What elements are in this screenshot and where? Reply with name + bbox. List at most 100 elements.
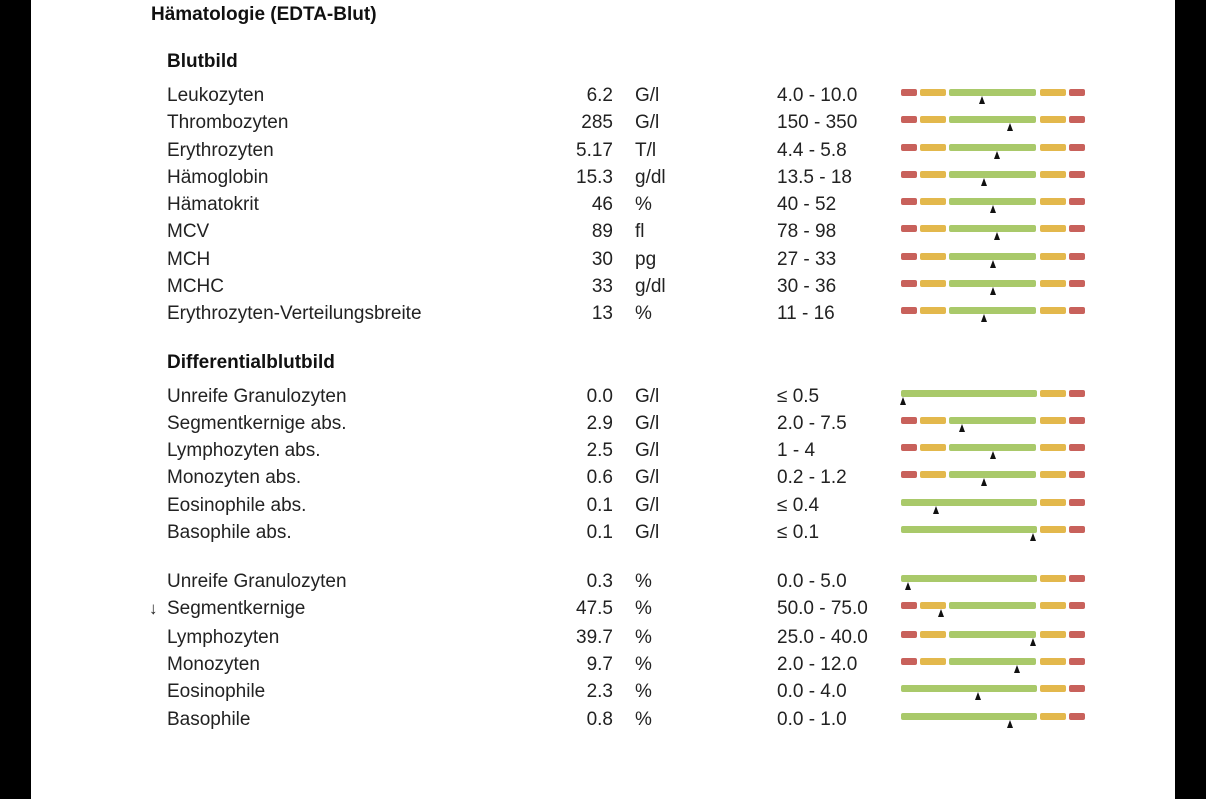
value-marker-icon (899, 397, 906, 405)
range-indicator-bar (901, 499, 1085, 515)
result-row: Erythrozyten-Verteilungsbreite 13% 11 - 16 (31, 301, 1175, 327)
analyte-name: Erythrozyten-Verteilungsbreite (167, 303, 422, 324)
result-row: Hämatokrit 46% 40 - 52 (31, 192, 1175, 218)
result-row: Hämoglobin 15.3 g/dl 13.5 - 18 (31, 165, 1175, 191)
range-indicator-bar (901, 713, 1085, 729)
range-segment-critical (1069, 444, 1085, 451)
analyte-name: Lymphozyten (167, 627, 280, 648)
analyte-name: MCHC (167, 276, 224, 297)
value-marker-icon (990, 260, 996, 268)
analyte-name: Lymphozyten abs. (167, 440, 321, 461)
reference-range: ≤ 0.1 (777, 522, 820, 543)
result-value: 0.3 (586, 571, 613, 592)
range-segment-borderline (1040, 602, 1066, 609)
range-indicator-bar (901, 225, 1085, 241)
value-marker-icon (1030, 638, 1037, 646)
result-unit: G/l (635, 495, 660, 516)
result-unit: % (635, 627, 652, 648)
range-segment-critical (901, 658, 917, 665)
range-segment-normal (949, 307, 1036, 314)
value-marker-icon (958, 424, 965, 432)
result-unit: G/l (635, 386, 660, 407)
result-value: 9.7 (586, 654, 613, 675)
range-segment-borderline (920, 89, 946, 96)
range-segment-borderline (920, 253, 946, 260)
result-row: Monozyten abs. 0.6 G/l 0.2 - 1.2 (31, 465, 1175, 491)
range-segment-critical (1069, 575, 1085, 582)
value-marker-icon (1006, 720, 1013, 728)
analyte-name: Segmentkernige (167, 598, 306, 619)
range-segment-borderline (1040, 575, 1066, 582)
range-segment-critical (1069, 713, 1085, 720)
result-value: 2.9 (586, 413, 613, 434)
analyte-name: Monozyten abs. (167, 467, 302, 488)
range-segment-critical (901, 198, 917, 205)
range-segment-critical (1069, 144, 1085, 151)
value-marker-icon (990, 451, 996, 459)
result-value: 89 (591, 221, 613, 242)
range-indicator-bar (901, 307, 1085, 323)
range-segment-critical (901, 116, 917, 123)
range-indicator-bar (901, 444, 1085, 460)
range-segment-borderline (1040, 526, 1066, 533)
range-segment-normal (949, 631, 1036, 638)
result-row: Unreife Granulozyten 0.0 G/l ≤ 0.5 (31, 384, 1175, 410)
reference-range: 25.0 - 40.0 (777, 627, 868, 648)
range-segment-normal (949, 198, 1036, 205)
value-marker-icon (990, 287, 996, 295)
range-segment-critical (1069, 307, 1085, 314)
range-segment-normal (949, 116, 1036, 123)
result-unit: % (635, 681, 652, 702)
analyte-name: Segmentkernige abs. (167, 413, 347, 434)
reference-range: 50.0 - 75.0 (777, 598, 868, 619)
range-segment-borderline (1040, 198, 1066, 205)
range-segment-normal (901, 685, 1037, 692)
result-row: Eosinophile abs. 0.1 G/l ≤ 0.4 (31, 493, 1175, 519)
result-value: 0.6 (586, 467, 613, 488)
range-segment-borderline (1040, 390, 1066, 397)
range-indicator-bar (901, 602, 1085, 618)
range-segment-critical (1069, 631, 1085, 638)
result-unit: g/dl (635, 167, 666, 188)
range-segment-borderline (920, 280, 946, 287)
result-unit: G/l (635, 467, 660, 488)
range-indicator-bar (901, 171, 1085, 187)
range-indicator-bar (901, 658, 1085, 674)
range-segment-normal (949, 658, 1036, 665)
range-segment-borderline (1040, 253, 1066, 260)
analyte-name: Erythrozyten (167, 140, 274, 161)
analyte-name: Unreife Granulozyten (167, 386, 347, 407)
range-segment-borderline (1040, 713, 1066, 720)
range-segment-critical (901, 444, 917, 451)
range-segment-normal (901, 526, 1037, 533)
range-segment-borderline (1040, 307, 1066, 314)
result-row: ↓ Segmentkernige 47.5% 50.0 - 75.0 (31, 596, 1175, 622)
result-value: 6.2 (586, 85, 613, 106)
range-segment-critical (901, 144, 917, 151)
range-segment-borderline (1040, 444, 1066, 451)
value-marker-icon (993, 232, 1000, 240)
result-row: Basophile abs. 0.1 G/l ≤ 0.1 (31, 520, 1175, 546)
value-marker-icon (975, 692, 982, 700)
result-value: 0.1 (586, 495, 613, 516)
value-marker-icon (980, 314, 987, 322)
section-title-blutbild: Blutbild (167, 51, 238, 72)
result-value: 0.8 (586, 709, 613, 730)
range-segment-borderline (1040, 144, 1066, 151)
range-indicator-bar (901, 116, 1085, 132)
range-segment-normal (949, 471, 1036, 478)
range-segment-borderline (920, 444, 946, 451)
result-value: 39.7 (576, 627, 613, 648)
analyte-name: Unreife Granulozyten (167, 571, 347, 592)
analyte-name: Eosinophile abs. (167, 495, 307, 516)
reference-range: 13.5 - 18 (777, 167, 852, 188)
analyte-name: Hämatokrit (167, 194, 259, 215)
range-segment-normal (949, 144, 1036, 151)
result-row: MCH 30 pg 27 - 33 (31, 247, 1175, 273)
value-marker-icon (993, 151, 1000, 159)
result-unit: % (635, 303, 652, 324)
range-segment-critical (901, 253, 917, 260)
reference-range: ≤ 0.4 (777, 495, 820, 516)
range-segment-critical (1069, 225, 1085, 232)
value-marker-icon (980, 478, 987, 486)
